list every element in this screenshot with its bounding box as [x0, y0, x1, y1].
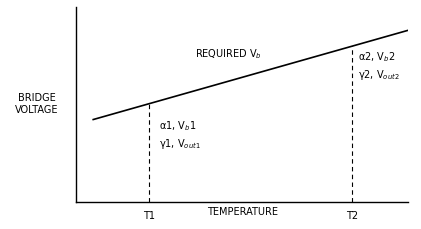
Y-axis label: BRIDGE
VOLTAGE: BRIDGE VOLTAGE — [15, 93, 59, 115]
Text: T1: T1 — [143, 211, 155, 221]
Text: T2: T2 — [346, 211, 358, 221]
Text: α1, V$_b$1: α1, V$_b$1 — [159, 119, 197, 133]
Text: REQUIRED V$_b$: REQUIRED V$_b$ — [195, 48, 262, 61]
Text: α2, V$_b$2: α2, V$_b$2 — [359, 50, 396, 64]
X-axis label: TEMPERATURE: TEMPERATURE — [207, 207, 277, 217]
Text: γ2, V$_{out2}$: γ2, V$_{out2}$ — [359, 68, 400, 82]
Text: γ1, V$_{out1}$: γ1, V$_{out1}$ — [159, 137, 201, 151]
